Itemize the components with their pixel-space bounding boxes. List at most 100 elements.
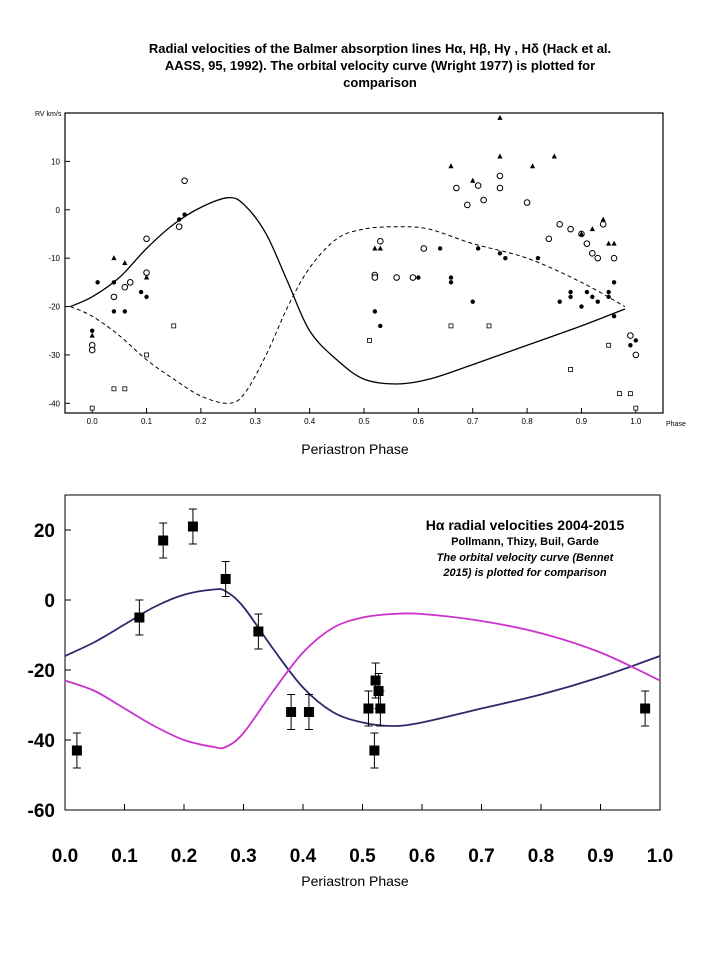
top-point-filled-circle [503,255,508,261]
bottom-xtick-label: 0.1 [111,846,138,867]
top-plot-frame [64,112,664,414]
top-point-filled-circle [579,304,584,309]
top-point-filled-circle [89,328,95,333]
top-point-open-square [144,352,149,358]
top-point-filled-circle [633,338,639,343]
top-point-filled-circle [606,294,611,300]
bottom-xtick-label: 0.7 [468,846,494,867]
bottom-data-point [286,707,297,717]
top-point-open-circle [589,250,596,257]
top-point-filled-triangle [372,245,378,251]
top-xtick-label: 0.1 [141,417,153,426]
top-point-open-circle [583,240,591,247]
top-point-open-circle [110,293,118,301]
bottom-xtick-label: 0.6 [409,846,435,867]
top-point-filled-circle [176,217,182,222]
bottom-xtick-label: 0.3 [230,846,256,867]
bottom-data-point [253,626,264,637]
top-point-open-circle [175,223,183,231]
top-velocity-curve-dashed [70,226,626,404]
top-point-filled-triangle [600,216,606,222]
top-point-filled-triangle [470,177,476,183]
top-xtick-label: 0.4 [304,417,316,426]
bottom-data-point [375,703,386,714]
top-point-filled-circle [606,289,611,295]
top-xtick-label: 0.9 [576,417,588,426]
top-xtick-label: 1.0 [630,417,642,426]
bottom-ytick-label: 20 [34,521,55,542]
top-xlabel: Periastron Phase [301,441,409,457]
top-point-filled-circle [595,299,600,304]
top-point-filled-circle [611,314,617,319]
top-point-filled-triangle [606,240,612,246]
bottom-ytick-label: -60 [28,801,55,822]
top-point-filled-circle [95,280,100,285]
top-point-open-square [486,323,492,329]
top-xtick-label: 0.0 [87,417,99,426]
top-caption-line2: AASS, 95, 1992). The orbital velocity cu… [164,58,596,73]
top-point-open-circle [143,235,150,243]
top-point-filled-circle [378,323,383,329]
top-point-filled-triangle [377,245,383,251]
top-point-filled-triangle [611,240,617,246]
top-point-open-square [448,323,454,329]
top-point-open-circle [371,274,379,281]
top-point-filled-circle [448,275,454,280]
top-point-open-circle [474,182,482,189]
top-point-filled-circle [568,289,573,295]
bottom-xtick-label: 0.2 [171,846,197,867]
top-point-open-circle [567,225,574,233]
top-point-open-circle [632,351,640,359]
bottom-orbital-velocity-curve [64,588,661,727]
top-point-open-circle [121,283,129,291]
bottom-xtick-label: 0.5 [349,846,376,867]
bottom-data-point [220,574,231,584]
top-ytick-label: 10 [51,157,60,166]
top-point-open-circle [523,199,531,206]
top-point-open-square [617,391,622,397]
top-point-filled-circle [590,294,595,300]
bottom-ytick-label: 0 [44,591,55,612]
top-point-filled-circle [475,246,481,251]
bottom-data-point [370,675,381,686]
bottom-data-point [363,703,374,714]
top-point-open-circle [181,177,188,185]
top-point-filled-circle [111,280,117,285]
top-point-open-circle [480,196,487,204]
top-point-filled-circle [144,294,149,300]
top-point-open-circle [496,172,504,180]
top-point-open-square [171,323,177,329]
top-point-open-square [606,342,612,348]
top-point-filled-circle [470,299,475,304]
bottom-data-point [640,703,651,714]
top-point-open-circle [88,346,96,354]
bottom-xtick-label: 0.8 [528,846,554,867]
bottom-ytick-label: -40 [28,731,55,752]
top-ylabel: RV km/s [35,111,62,118]
top-point-filled-circle [111,309,117,314]
top-point-filled-circle [628,343,633,348]
top-point-open-square [367,338,372,343]
top-xtick-label: 0.8 [522,417,534,426]
top-point-filled-circle [568,294,573,300]
top-point-filled-circle [138,289,144,295]
top-point-open-circle [420,245,428,252]
bottom-counter-velocity-curve [64,612,661,750]
top-point-filled-triangle [589,226,595,232]
top-point-open-circle [594,254,602,262]
top-point-filled-triangle [448,163,454,169]
top-point-filled-circle [611,280,617,285]
top-ytick-label: -30 [48,351,60,360]
top-xtick-label: 0.3 [250,417,262,426]
top-point-filled-circle [497,251,503,256]
bottom-data-point [71,745,82,756]
top-point-open-square [627,391,633,397]
top-point-filled-circle [182,212,187,217]
top-point-filled-circle [416,275,421,280]
top-ytick-label: -10 [48,254,60,263]
top-velocity-curve-solid [70,196,626,385]
top-point-filled-triangle [497,153,503,159]
bottom-data-point [158,535,169,546]
bottom-xtick-label: 0.9 [587,846,613,867]
